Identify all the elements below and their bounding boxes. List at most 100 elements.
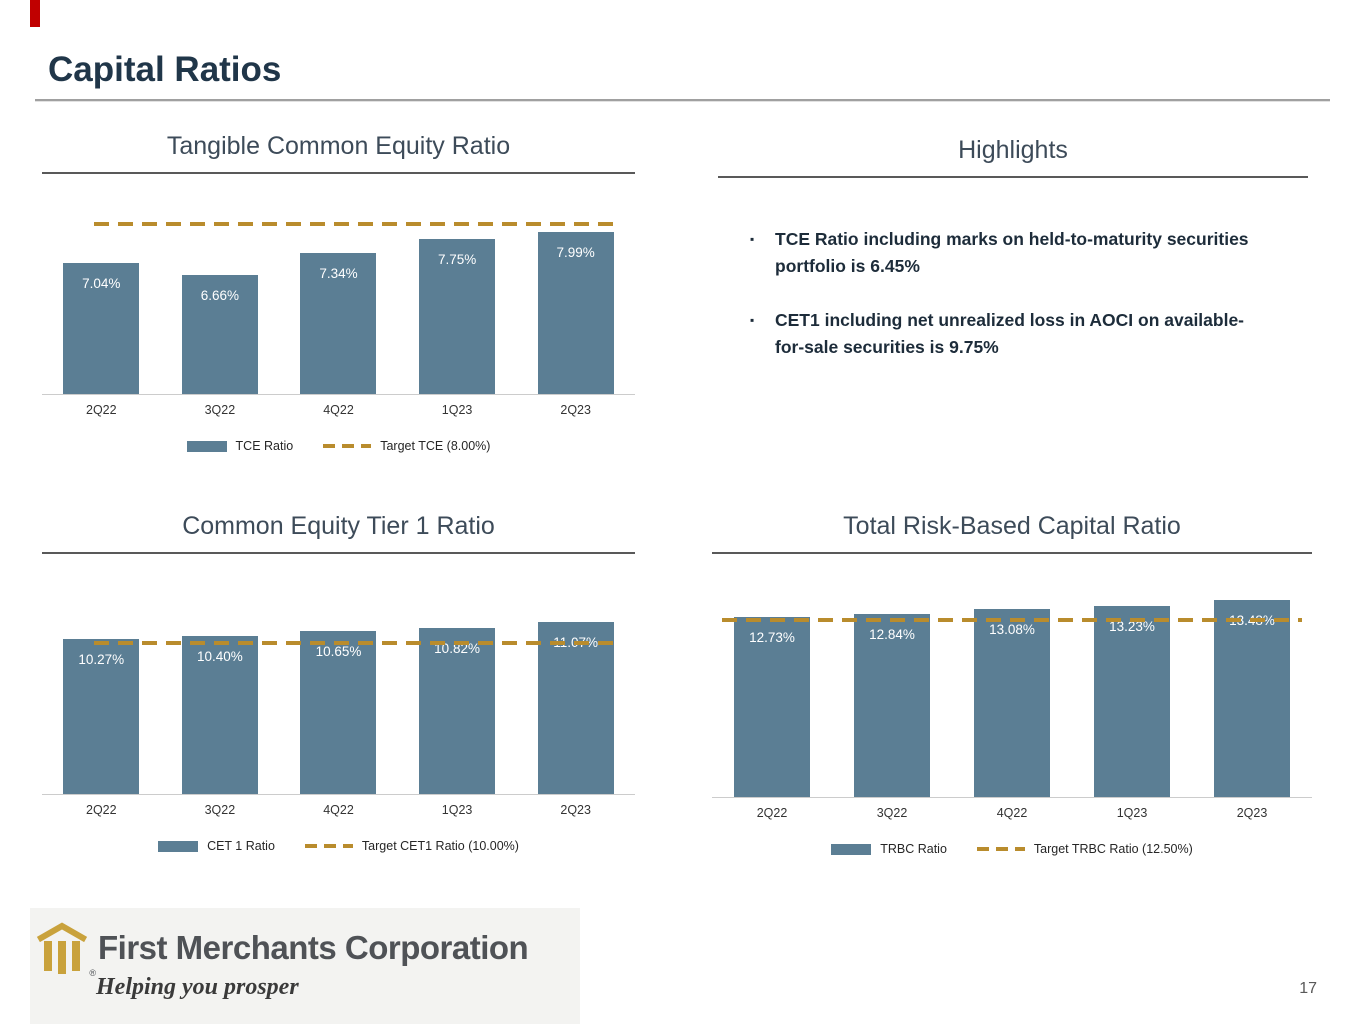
cet1-bar-2Q22: 10.27% <box>63 639 140 794</box>
target-dash-icon <box>976 847 1025 851</box>
trbc-bar-2Q22: 12.73% <box>734 616 810 797</box>
bar-value-label: 7.99% <box>556 244 595 260</box>
cet1-bar-slot: 10.82% <box>398 565 517 794</box>
x-tick-label: 2Q22 <box>756 806 788 820</box>
bullet-text: TCE Ratio including marks on held-to-mat… <box>775 229 1249 277</box>
x-tick-label: 3Q22 <box>204 403 236 417</box>
target-dash-icon <box>323 444 372 448</box>
title-divider <box>35 99 1330 102</box>
bar-value-label: 7.34% <box>319 265 358 281</box>
bar-value-label: 10.40% <box>196 649 243 665</box>
legend-series-entry: TCE Ratio <box>186 439 294 453</box>
x-tick-label: 2Q23 <box>560 803 591 817</box>
x-tick-label: 4Q22 <box>323 803 354 817</box>
legend-target-label: Target TCE (8.00%) <box>380 439 491 453</box>
x-tick-label: 2Q22 <box>86 403 117 417</box>
trbc-chart: Total Risk-Based Capital Ratio 12.73% 12.… <box>712 508 1312 856</box>
legend-series-entry: CET 1 Ratio <box>158 839 275 853</box>
tce-bar-slot: 7.34% <box>279 190 398 394</box>
trbc-chart-title: Total Risk-Based Capital Ratio <box>843 512 1181 540</box>
registered-mark: ® <box>89 968 96 978</box>
cet1-target-line <box>94 640 621 645</box>
tce-bar-slot: 6.66% <box>161 190 280 394</box>
bar-value-label: 13.23% <box>1109 618 1155 634</box>
bullet-text: CET1 including net unrealized loss in AO… <box>775 310 1245 358</box>
x-tick-label: 4Q22 <box>323 403 354 417</box>
x-tick-label: 1Q23 <box>441 403 473 417</box>
highlights-title: Highlights <box>958 136 1068 164</box>
slide-accent-mark <box>30 0 40 27</box>
target-dash-icon <box>304 844 353 848</box>
bullet-icon: ▪ <box>750 232 755 246</box>
company-tagline: Helping you prosper <box>96 974 299 1000</box>
cet1-bar-4Q22: 10.65% <box>300 631 377 794</box>
cet1-legend: CET 1 Ratio Target CET1 Ratio (10.00%) <box>42 839 635 853</box>
bar-value-label: 13.08% <box>989 622 1035 638</box>
cet1-bar-slot: 10.40% <box>161 565 280 794</box>
trbc-title-divider <box>712 552 1312 554</box>
x-tick-label: 2Q23 <box>560 403 591 417</box>
trbc-bar-3Q22: 12.84% <box>854 614 930 797</box>
tce-bar-3Q22: 6.66% <box>181 274 258 394</box>
bar-value-label: 12.73% <box>749 629 795 645</box>
legend-target-label: Target TRBC Ratio (12.50%) <box>1033 842 1193 856</box>
highlights-title-divider <box>718 176 1308 178</box>
logo-background <box>30 908 580 1024</box>
tce-title-divider <box>42 172 635 174</box>
x-tick-label: 3Q22 <box>876 806 908 820</box>
company-name: First Merchants Corporation <box>98 929 529 966</box>
tce-bar-4Q22: 7.34% <box>300 252 377 394</box>
legend-target-entry: Target TCE (8.00%) <box>323 439 490 453</box>
trbc-x-axis: 2Q22 3Q22 4Q22 1Q23 2Q23 <box>712 806 1312 820</box>
trbc-legend: TRBC Ratio Target TRBC Ratio (12.50%) <box>712 842 1312 856</box>
legend-target-entry: Target TRBC Ratio (12.50%) <box>976 842 1193 856</box>
first-merchants-box-icon: ® <box>36 920 96 978</box>
legend-series-label: TRBC Ratio <box>880 842 947 856</box>
tce-bar-slot: 7.75% <box>398 190 517 394</box>
highlight-bullet: ▪ TCE Ratio including marks on held-to-m… <box>750 226 1264 280</box>
legend-series-label: CET 1 Ratio <box>207 839 275 853</box>
x-tick-label: 2Q23 <box>1236 806 1268 820</box>
bar-value-label: 7.04% <box>82 275 121 291</box>
trbc-bar-slot: 12.84% <box>832 568 952 797</box>
tce-bar-slot: 7.99% <box>516 190 635 394</box>
trbc-bar-1Q23: 13.23% <box>1094 605 1170 797</box>
tce-target-line <box>94 222 621 227</box>
cet1-plot-area: 10.27% 10.40% 10.65% 10.82% 11.07% <box>42 565 635 795</box>
cet1-x-axis: 2Q22 3Q22 4Q22 1Q23 2Q23 <box>42 803 635 817</box>
highlights-list: ▪ TCE Ratio including marks on held-to-m… <box>718 226 1308 362</box>
tce-x-axis: 2Q22 3Q22 4Q22 1Q23 2Q23 <box>42 403 635 417</box>
x-tick-label: 4Q22 <box>996 806 1028 820</box>
tce-chart-title: Tangible Common Equity Ratio <box>166 132 511 160</box>
cet1-bar-slot: 10.27% <box>42 565 161 794</box>
highlight-bullet: ▪ CET1 including net unrealized loss in … <box>750 307 1264 361</box>
bar-value-label: 6.66% <box>200 287 240 303</box>
bar-value-label: 10.65% <box>315 644 362 660</box>
cet1-bar-slot: 11.07% <box>516 565 635 794</box>
page-title: Capital Ratios <box>48 50 282 89</box>
cet1-bar-2Q23: 11.07% <box>537 622 614 794</box>
series-swatch-icon <box>831 843 872 855</box>
trbc-target-line <box>722 617 1302 622</box>
legend-series-label: TCE Ratio <box>235 439 294 453</box>
legend-target-entry: Target CET1 Ratio (10.00%) <box>304 839 519 853</box>
trbc-plot-area: 12.73% 12.84% 13.08% 13.23% 13.48% <box>712 568 1312 798</box>
page-number: 17 <box>1299 980 1317 997</box>
trbc-bar-slot: 13.23% <box>1072 568 1192 797</box>
cet1-title-divider <box>42 552 635 554</box>
cet1-bar-slot: 10.65% <box>279 565 398 794</box>
cet1-chart-title: Common Equity Tier 1 Ratio <box>182 512 495 540</box>
bar-value-label: 7.75% <box>437 252 477 268</box>
tce-bar-slot: 7.04% <box>42 190 161 394</box>
trbc-bar-slot: 12.73% <box>712 568 832 797</box>
cet1-bar-1Q23: 10.82% <box>419 627 496 794</box>
tce-plot-area: 7.04% 6.66% 7.34% 7.75% 7.99% <box>42 190 635 395</box>
bar-value-label: 10.27% <box>78 652 125 668</box>
series-swatch-icon <box>158 840 199 852</box>
cet1-chart: Common Equity Tier 1 Ratio 10.27% 10.40% 1… <box>42 508 635 853</box>
trbc-bar-2Q23: 13.48% <box>1214 600 1290 797</box>
tce-bar-1Q23: 7.75% <box>419 239 496 394</box>
x-tick-label: 3Q22 <box>204 803 236 817</box>
legend-target-label: Target CET1 Ratio (10.00%) <box>361 839 519 853</box>
